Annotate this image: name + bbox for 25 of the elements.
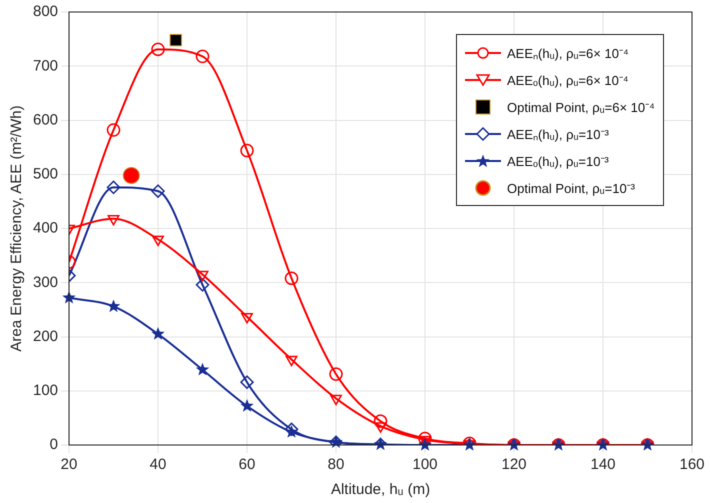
legend-label: AEEₒ(hᵤ), ρᵤ=10⁻³: [507, 152, 609, 170]
y-tick-label: 600: [32, 111, 58, 128]
y-tick-label: 0: [50, 436, 58, 454]
x-tick-label: 160: [679, 456, 705, 474]
x-tick-label: 120: [501, 456, 527, 474]
legend-label: Optimal Point, ρᵤ=6× 10⁻⁴: [507, 98, 655, 116]
x-tick-label: 20: [60, 456, 78, 474]
x-tick-label: 100: [412, 456, 438, 474]
x-tick-label: 40: [150, 456, 166, 474]
legend-label: AEEₙ(hᵤ), ρᵤ=10⁻³: [507, 126, 609, 142]
y-tick-label: 200: [32, 328, 58, 345]
x-tick-label: 80: [328, 456, 344, 474]
x-axis-title: Altitude, hᵤ (m): [330, 481, 430, 498]
y-tick-label: 100: [32, 382, 58, 400]
x-tick-label: 140: [590, 456, 616, 474]
legend-label: AEEₒ(hᵤ), ρᵤ=6× 10⁻⁴: [507, 72, 628, 88]
y-tick-label: 300: [32, 274, 58, 291]
y-tick-label: 800: [32, 3, 58, 20]
y-tick-label: 400: [32, 220, 58, 237]
y-axis-title: Area Energy Efficiency, AEE (m²/Wh): [8, 105, 26, 352]
legend-label: Optimal Point, ρᵤ=10⁻³: [507, 180, 636, 196]
y-tick-label: 500: [32, 166, 58, 183]
x-tick-label: 60: [238, 456, 256, 474]
y-tick-label: 700: [32, 57, 58, 74]
legend-label: AEEₙ(hᵤ), ρᵤ=6× 10⁻⁴: [507, 44, 629, 62]
